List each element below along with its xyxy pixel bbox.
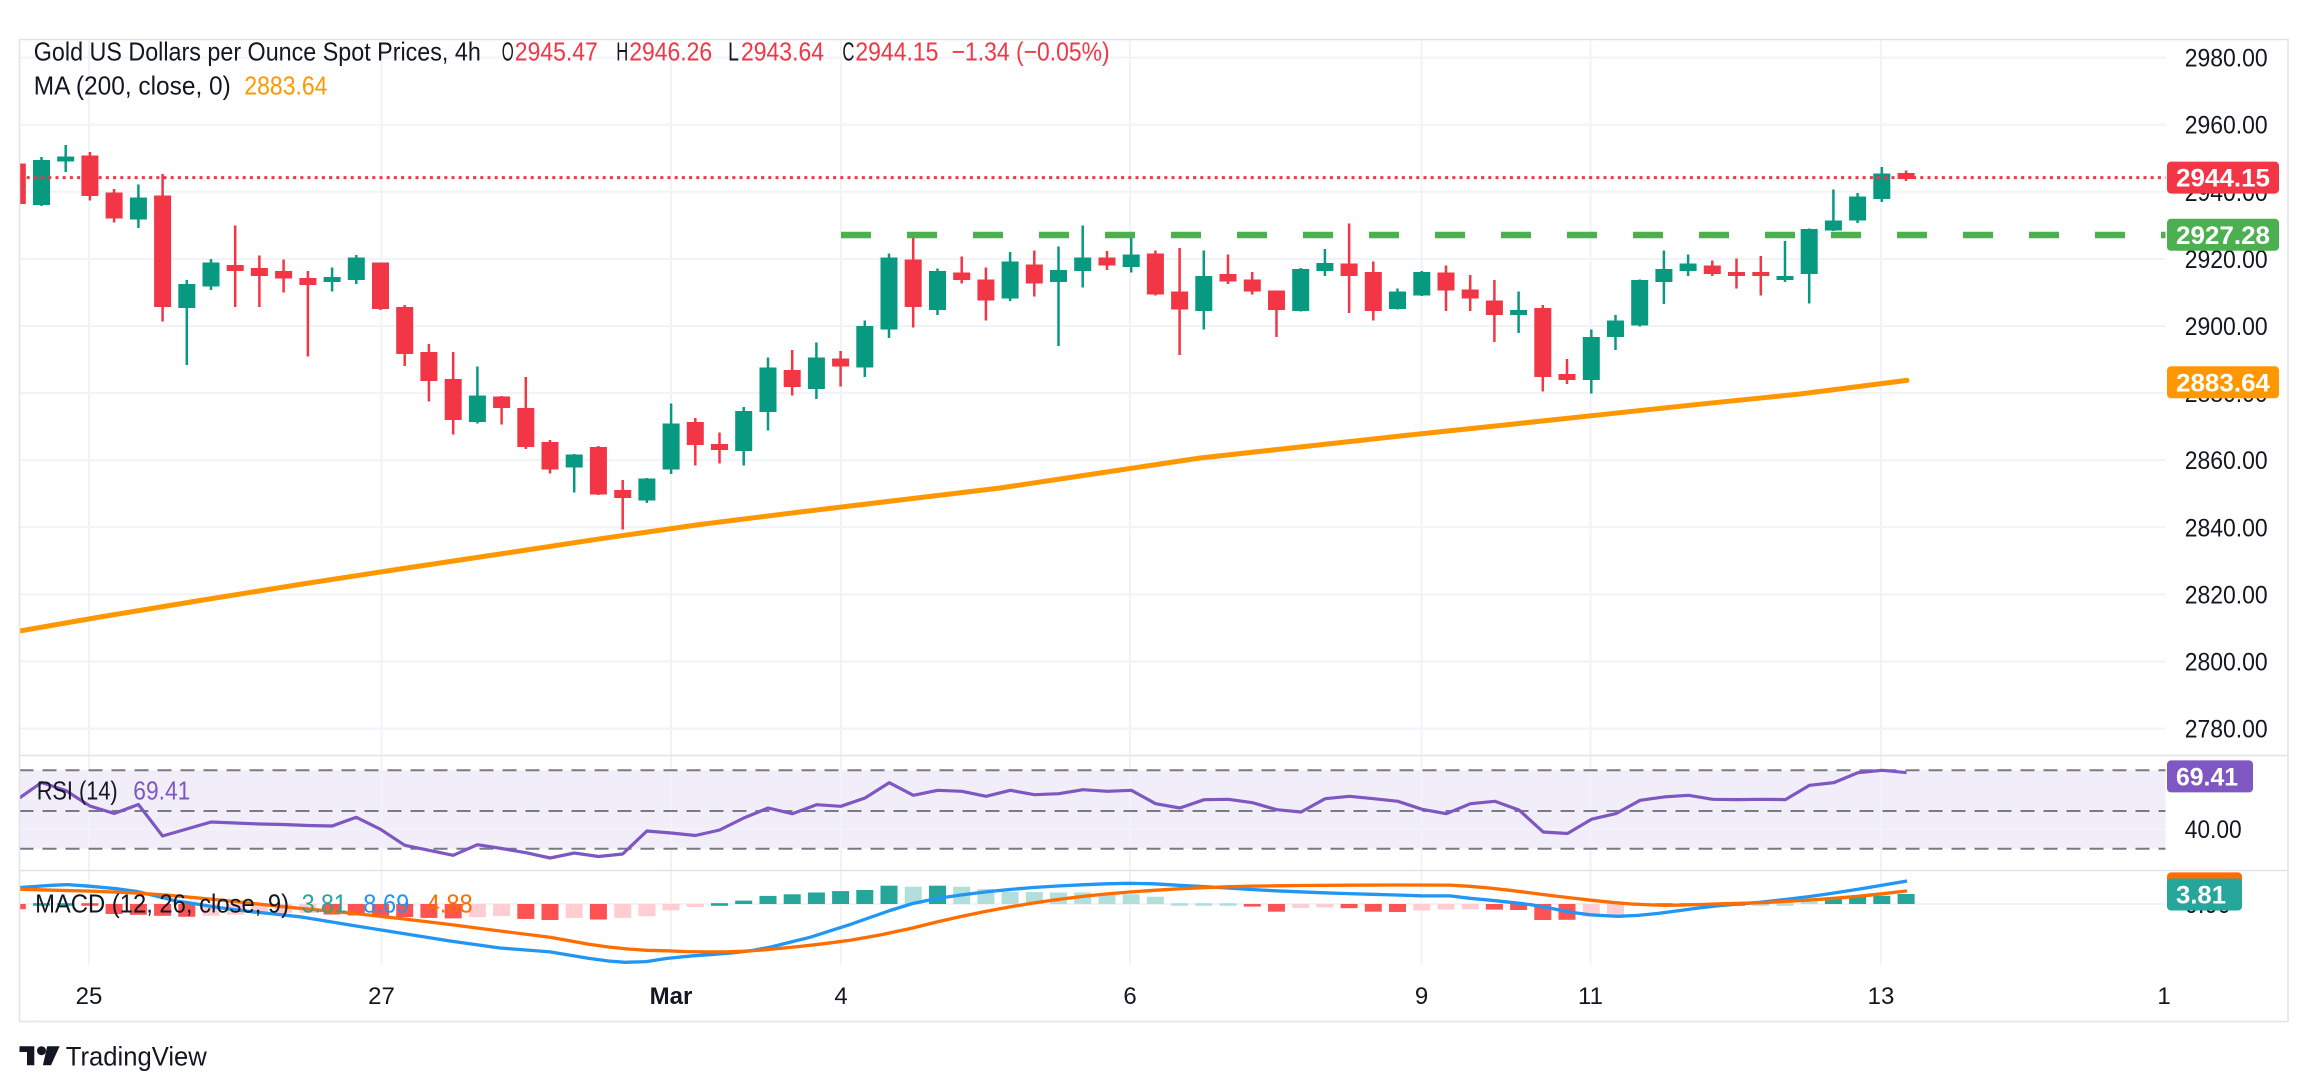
svg-text:40.00: 40.00 — [2185, 816, 2242, 844]
svg-text:TradingView: TradingView — [66, 1042, 208, 1072]
svg-text:O: O — [502, 37, 514, 67]
svg-text:2943.64: 2943.64 — [741, 37, 824, 67]
svg-text:2860.00: 2860.00 — [2185, 447, 2268, 475]
svg-text:2820.00: 2820.00 — [2185, 581, 2268, 609]
svg-text:2780.00: 2780.00 — [2185, 716, 2268, 744]
svg-text:2945.47: 2945.47 — [515, 37, 598, 67]
svg-text:2944.15: 2944.15 — [855, 37, 938, 67]
svg-text:MACD (12, 26, close, 9): MACD (12, 26, close, 9) — [35, 888, 289, 918]
svg-text:3.81: 3.81 — [2176, 882, 2226, 910]
svg-text:4: 4 — [834, 983, 847, 1010]
svg-text:69.41: 69.41 — [2176, 763, 2238, 791]
svg-text:2944.15: 2944.15 — [2176, 165, 2270, 193]
svg-text:MA (200, close, 0): MA (200, close, 0) — [34, 70, 231, 100]
svg-text:2840.00: 2840.00 — [2185, 514, 2268, 542]
svg-text:2927.28: 2927.28 — [2176, 222, 2270, 250]
svg-text:25: 25 — [76, 983, 103, 1010]
svg-text:2900.00: 2900.00 — [2185, 313, 2268, 341]
svg-text:C: C — [842, 37, 854, 67]
svg-text:2883.64: 2883.64 — [2176, 369, 2270, 397]
svg-text:Mar: Mar — [650, 983, 693, 1010]
svg-text:9: 9 — [1415, 983, 1428, 1010]
svg-text:−1.34 (−0.05%): −1.34 (−0.05%) — [952, 37, 1110, 67]
svg-text:27: 27 — [368, 983, 395, 1010]
svg-text:3.81: 3.81 — [302, 888, 347, 918]
svg-text:2960.00: 2960.00 — [2185, 112, 2268, 140]
svg-text:2980.00: 2980.00 — [2185, 45, 2268, 73]
svg-text:2883.64: 2883.64 — [244, 70, 327, 100]
svg-text:L: L — [728, 37, 739, 67]
svg-text:4.88: 4.88 — [427, 888, 473, 918]
svg-text:1: 1 — [2157, 983, 2170, 1010]
svg-text:69.41: 69.41 — [133, 775, 190, 805]
svg-text:Gold US Dollars per Ounce Spot: Gold US Dollars per Ounce Spot Prices, 4… — [34, 37, 481, 67]
svg-text:H: H — [616, 37, 628, 67]
svg-text:13: 13 — [1868, 983, 1895, 1010]
svg-text:2800.00: 2800.00 — [2185, 649, 2268, 677]
svg-text:6: 6 — [1123, 983, 1136, 1010]
svg-text:11: 11 — [1578, 983, 1603, 1010]
svg-text:RSI (14): RSI (14) — [37, 775, 118, 805]
svg-text:8.69: 8.69 — [363, 888, 409, 918]
svg-text:2946.26: 2946.26 — [629, 37, 712, 67]
